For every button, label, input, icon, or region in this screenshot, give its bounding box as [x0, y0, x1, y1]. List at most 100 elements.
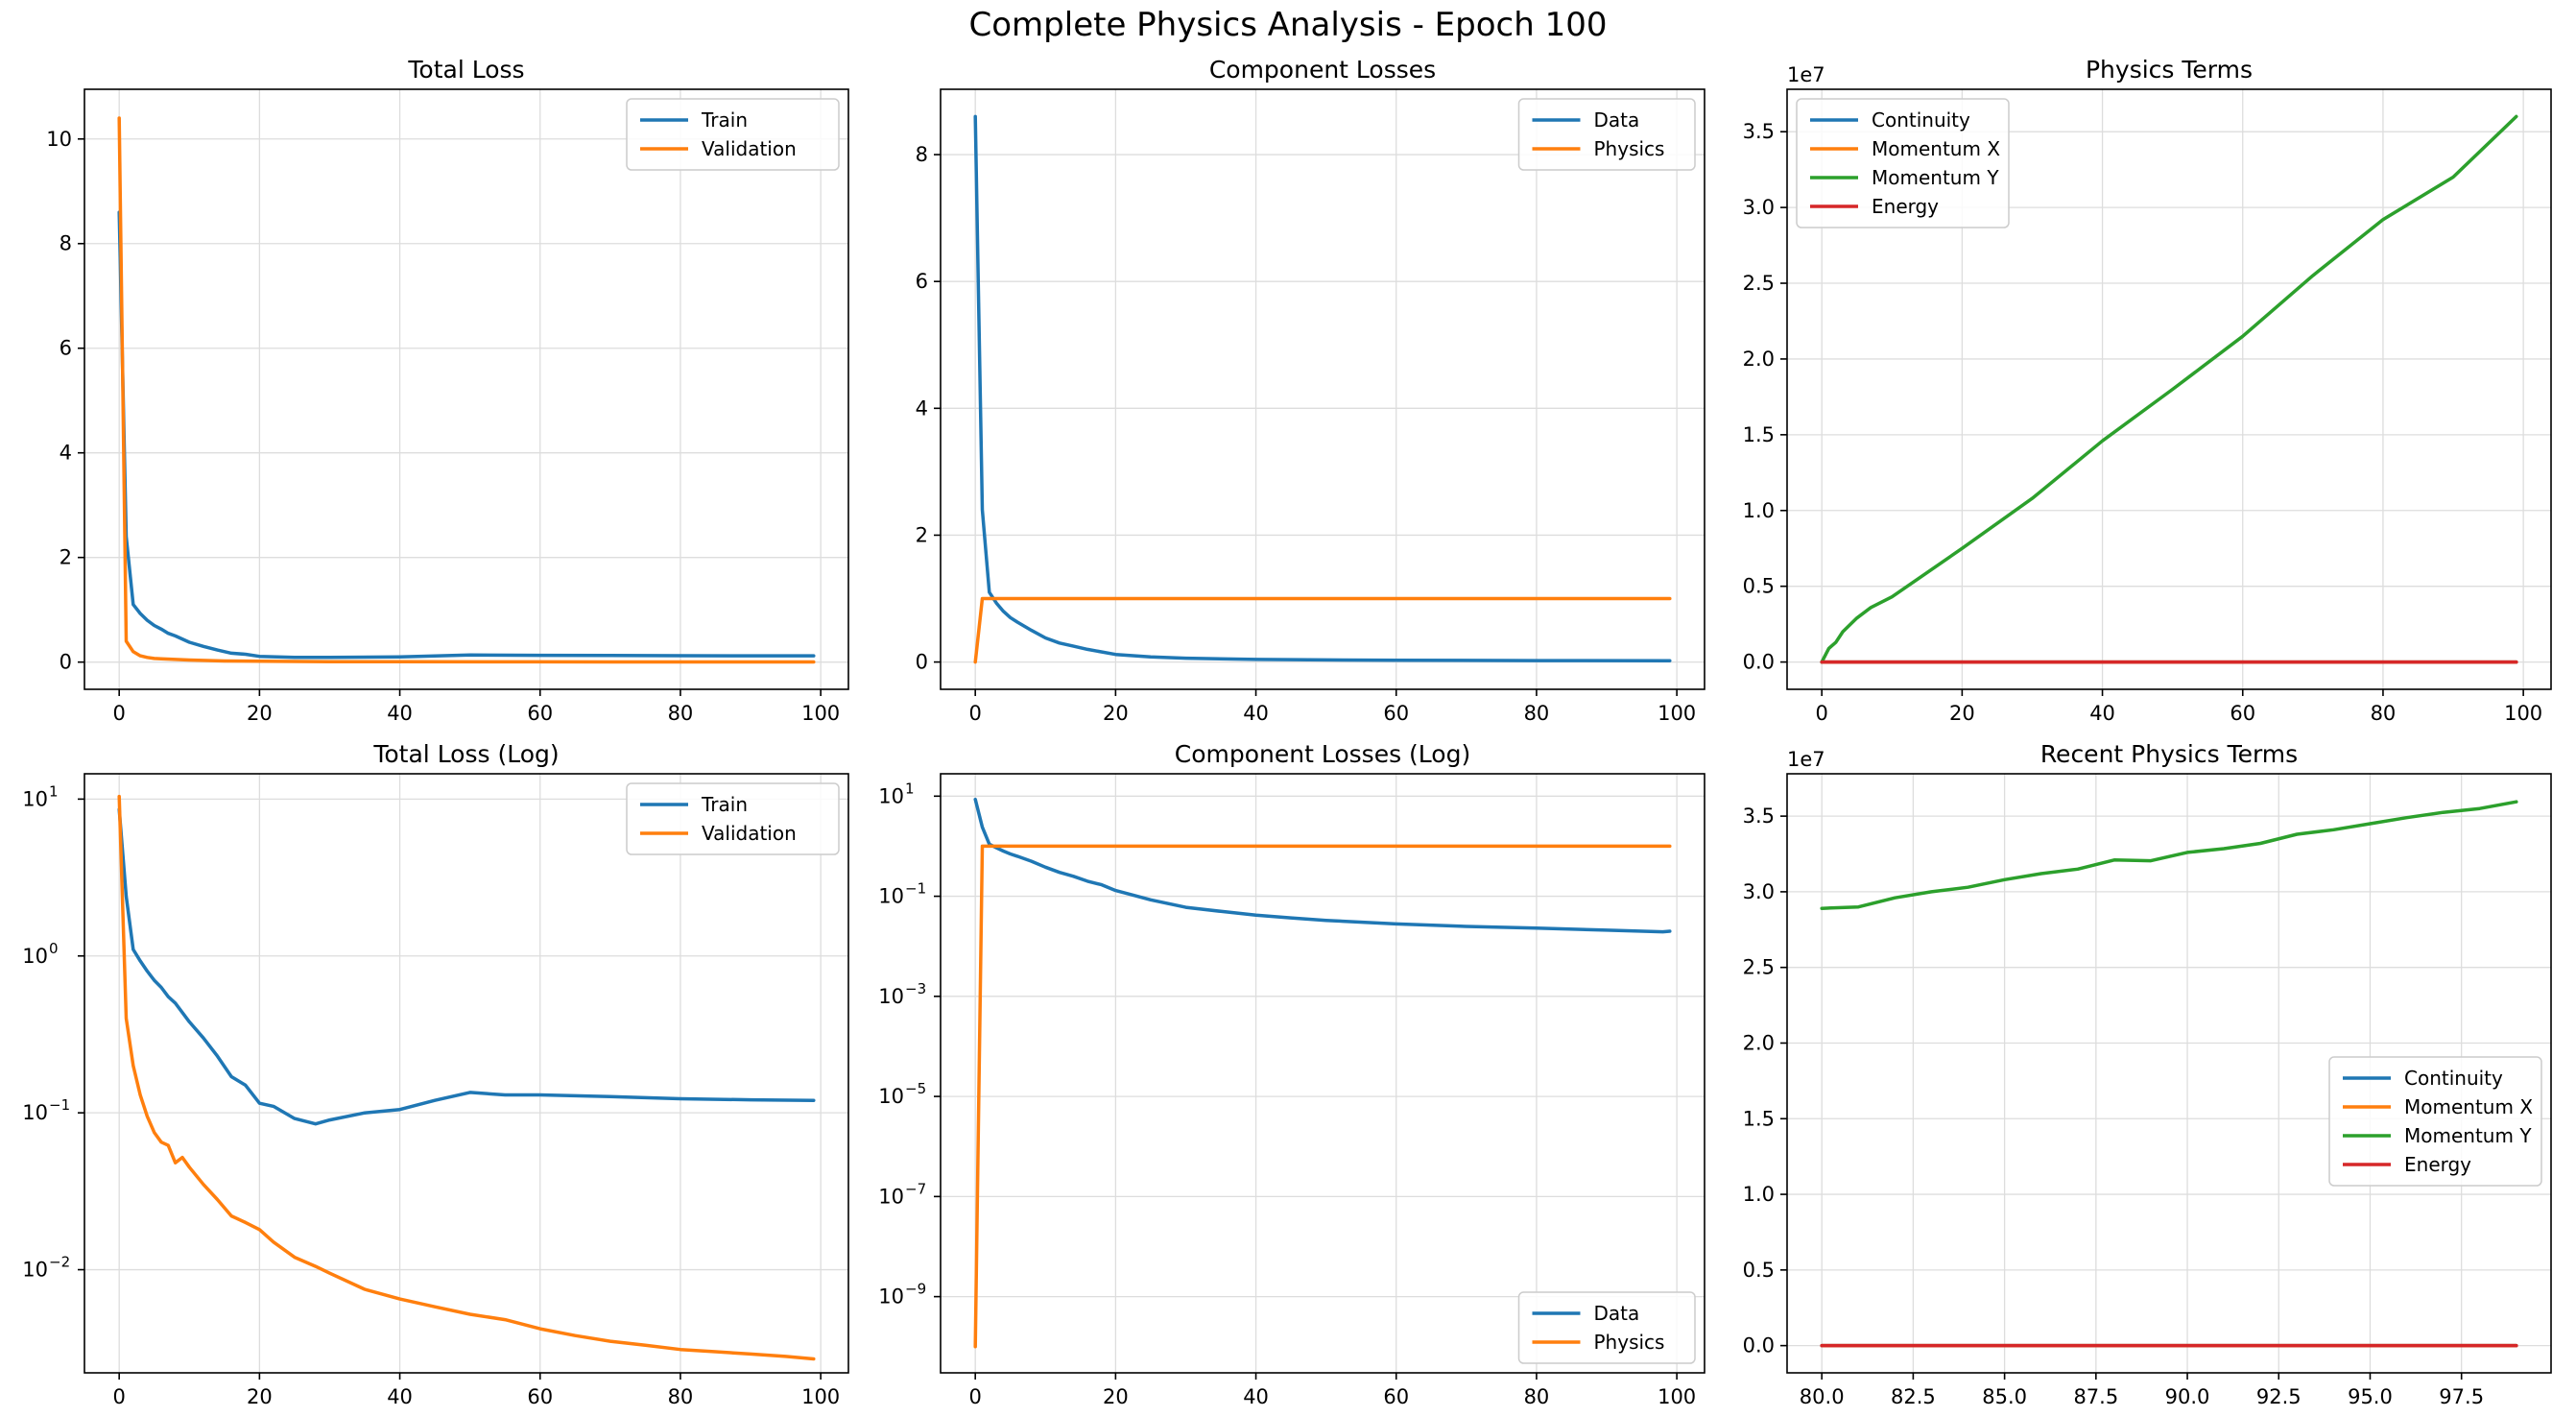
- grid: [84, 89, 848, 689]
- y-tick-label: 10: [878, 885, 904, 908]
- subplot-p1: 0 20 40 60 80 100 0 2 4 6 8 10 Total Loss Train Valida…: [46, 56, 849, 725]
- x-tick-label: 0: [968, 1385, 981, 1408]
- x-tick-label: 60: [2230, 702, 2255, 725]
- y-tick-label: 4: [916, 396, 928, 420]
- subplot-title: Component Losses: [1209, 56, 1436, 84]
- y-tick-label: 2: [916, 523, 928, 546]
- x-tick-label: 20: [1103, 702, 1129, 725]
- x-tick-label: 90.0: [2165, 1385, 2210, 1408]
- series-group: [117, 116, 816, 664]
- y-tick-exponent: 1: [905, 780, 915, 797]
- x-tick-label: 40: [1243, 1385, 1269, 1408]
- subplot-title: Total Loss: [407, 56, 524, 84]
- y-tick-label: 2: [60, 546, 72, 569]
- y-tick-label: 2.5: [1743, 956, 1775, 979]
- y-tick-exponent: −5: [905, 1080, 926, 1097]
- subplot-p3: 0 20 40 60 80 100 0.0 0.5 1.0 1.5 2.0 2.5 3.0 3.5 1e7 P…: [1743, 56, 2552, 725]
- x-tick-label: 85.0: [1982, 1385, 2027, 1408]
- legend-label: Validation: [702, 822, 797, 845]
- y-tick-label: 3.0: [1743, 196, 1775, 219]
- y-tick-exponent: 1: [49, 782, 59, 800]
- y-axis: 0 2 4 6 8 10: [46, 128, 84, 674]
- y-tick-label: 0.5: [1743, 1259, 1775, 1282]
- x-tick-label: 40: [387, 702, 413, 725]
- legend: Train Validation: [626, 782, 840, 855]
- y-tick-label: 0.0: [1743, 1334, 1775, 1357]
- x-tick-label: 0: [968, 702, 981, 725]
- x-tick-label: 80: [2371, 702, 2397, 725]
- series-line-physics: [973, 844, 1672, 1349]
- legend-label: Data: [1594, 108, 1640, 132]
- legend: Continuity Momentum X Momentum Y Energy: [2328, 1056, 2542, 1187]
- legend-label: Continuity: [1872, 108, 1970, 132]
- legend: Data Physics: [1517, 1291, 1696, 1364]
- x-tick-label: 40: [2089, 702, 2115, 725]
- grid: [941, 774, 1705, 1373]
- x-tick-label: 80: [668, 1385, 694, 1408]
- series-group: [1820, 114, 2518, 664]
- legend-label: Momentum Y: [1872, 166, 1999, 189]
- x-axis: 80.0 82.5 85.0 87.5 90.0 92.5 95.0 97.5: [1800, 1373, 2484, 1408]
- x-tick-label: 20: [1103, 1385, 1129, 1408]
- y-tick-label: 2.0: [1743, 348, 1775, 371]
- x-tick-label: 40: [387, 1385, 413, 1408]
- y-tick-exponent: −2: [49, 1254, 70, 1271]
- y-tick-label: 4: [60, 442, 72, 465]
- y-tick-label: 3.5: [1743, 805, 1775, 828]
- series-line-validation: [117, 794, 816, 1361]
- legend-label: Momentum X: [2404, 1095, 2533, 1118]
- x-tick-label: 97.5: [2439, 1385, 2484, 1408]
- y-tick-label: 10: [46, 128, 72, 151]
- x-tick-label: 80: [1524, 702, 1550, 725]
- series-line-validation: [117, 116, 816, 664]
- y-tick-label: 2.0: [1743, 1031, 1775, 1054]
- axes-frame: [1786, 88, 2552, 690]
- legend-label: Train: [701, 108, 748, 132]
- legend: Data Physics: [1517, 98, 1696, 171]
- legend-box: [626, 782, 840, 855]
- y-tick-label: 10: [22, 945, 48, 968]
- axis-offset-text: 1e7: [1787, 63, 1825, 86]
- x-tick-label: 100: [801, 1385, 840, 1408]
- y-tick-label: 10: [22, 787, 48, 810]
- x-tick-label: 0: [1815, 702, 1827, 725]
- y-tick-exponent: −1: [49, 1096, 70, 1114]
- legend-box: [2328, 1056, 2542, 1187]
- legend-label: Physics: [1594, 1331, 1665, 1354]
- legend-box: [1517, 98, 1696, 171]
- series-line-train: [117, 210, 816, 660]
- y-tick-label: 1.5: [1743, 423, 1775, 446]
- series-group: [973, 797, 1672, 1349]
- subplot-title: Component Losses (Log): [1175, 740, 1470, 768]
- legend: Train Validation: [626, 98, 840, 171]
- x-tick-label: 100: [1658, 1385, 1696, 1408]
- x-tick-label: 80.0: [1800, 1385, 1845, 1408]
- axes-frame: [940, 88, 1705, 690]
- subplot-title: Physics Terms: [2086, 56, 2253, 84]
- y-tick-exponent: −7: [905, 1180, 926, 1197]
- subplot-p2: 0 20 40 60 80 100 0 2 4 6 8 Component Losses Data Phy…: [916, 56, 1705, 725]
- x-axis: 0 20 40 60 80 100: [968, 689, 1696, 725]
- y-tick-label: 3.0: [1743, 880, 1775, 903]
- series-line-data: [973, 114, 1672, 663]
- y-tick-label: 1.0: [1743, 499, 1775, 522]
- x-tick-label: 0: [112, 1385, 125, 1408]
- axes-frame: [83, 773, 849, 1374]
- legend-label: Energy: [2404, 1153, 2471, 1176]
- x-axis: 0 20 40 60 80 100: [112, 689, 840, 725]
- legend-box: [626, 98, 840, 171]
- x-tick-label: 20: [1949, 702, 1975, 725]
- x-tick-label: 60: [527, 1385, 553, 1408]
- legend-label: Momentum X: [1872, 137, 2000, 160]
- axis-offset-text: 1e7: [1787, 748, 1825, 771]
- x-tick-label: 92.5: [2256, 1385, 2302, 1408]
- legend-box: [1517, 1291, 1696, 1364]
- y-axis: 0 2 4 6 8: [916, 143, 941, 674]
- y-tick-label: 0.0: [1743, 651, 1775, 674]
- x-tick-label: 95.0: [2348, 1385, 2393, 1408]
- y-tick-label: 10: [878, 784, 904, 807]
